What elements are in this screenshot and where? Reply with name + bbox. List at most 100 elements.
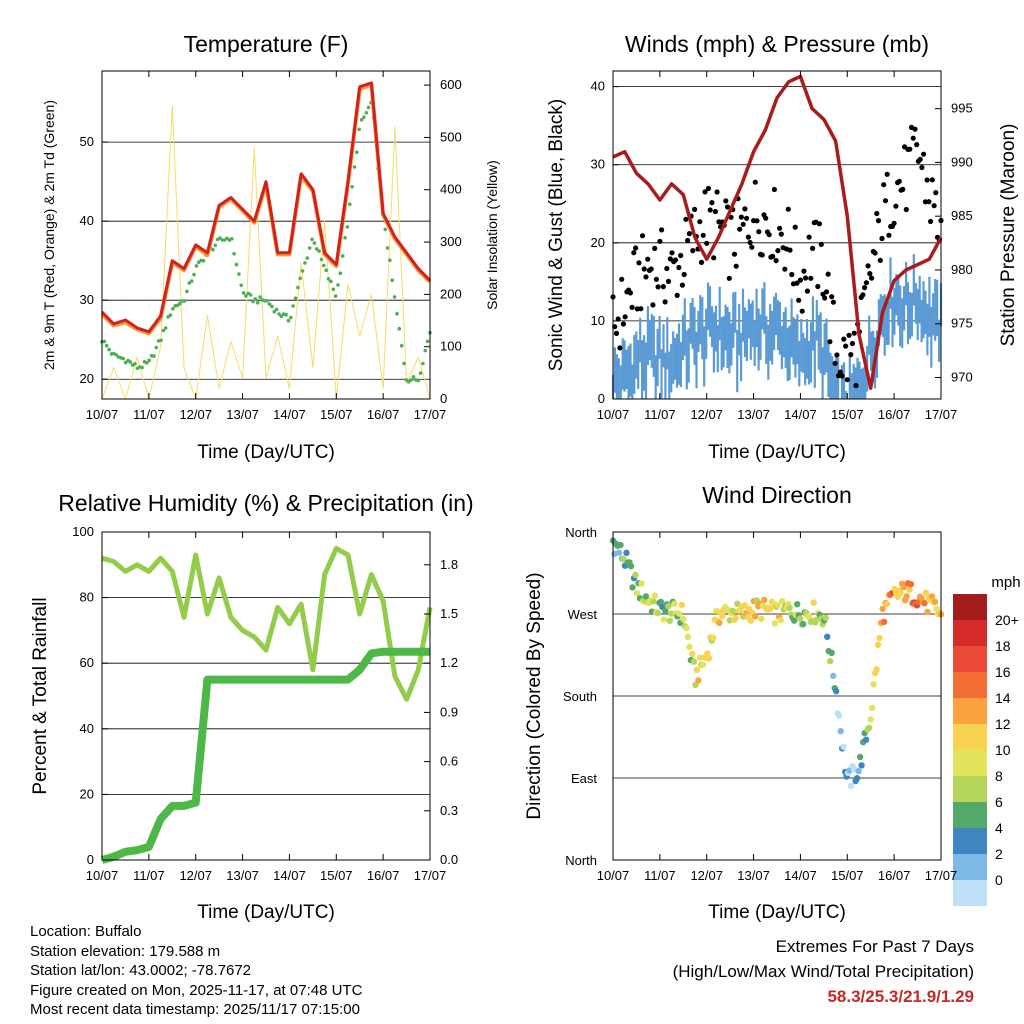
dewpoint-point	[265, 299, 270, 303]
direction-point	[651, 592, 659, 599]
x-tick-label: 12/07	[690, 407, 723, 422]
gust-point	[865, 263, 871, 269]
dewpoint-point	[201, 259, 206, 263]
direction-point	[828, 649, 835, 656]
direction-point	[830, 672, 837, 680]
direction-point	[633, 590, 641, 597]
x-tick-label: 15/07	[320, 407, 353, 422]
dewpoint-point	[255, 301, 260, 305]
gust-point	[752, 179, 758, 185]
dewpoint-point	[185, 289, 189, 294]
colorbar-label: 16	[995, 664, 1011, 680]
speed-colorbar: mph 20+ 18 16 14 12 10 8 6 4 2 0	[953, 574, 1021, 906]
gust-point	[669, 250, 675, 256]
gust-point	[704, 240, 710, 246]
humidity-ylabel: Percent & Total Rainfall	[30, 597, 51, 794]
dewpoint-point	[364, 111, 369, 115]
direction-title: Wind Direction	[702, 482, 852, 508]
gust-point	[877, 257, 883, 263]
y-tick-label: 30	[591, 157, 605, 172]
direction-point	[897, 589, 904, 597]
colorbar-label: 20+	[995, 612, 1019, 628]
temperature-xlabel: Time (Day/UTC)	[197, 442, 335, 463]
y-tick-label: 60	[80, 655, 94, 670]
dewpoint-point	[192, 272, 196, 277]
gust-point	[834, 352, 840, 358]
dewpoint-point	[322, 263, 326, 268]
gust-point	[886, 232, 892, 238]
dewpoint-point	[359, 118, 364, 122]
gust-point	[633, 245, 639, 251]
dewpoint-point	[234, 262, 239, 267]
colorbar-label: 12	[995, 716, 1011, 732]
temperature-title: Temperature (F)	[184, 31, 349, 57]
dewpoint-point	[128, 360, 133, 364]
direction-point	[786, 604, 793, 611]
gust-point	[766, 232, 772, 238]
y-tick-label: 50	[80, 134, 94, 149]
direction-point	[686, 643, 693, 651]
dewpoint-point	[390, 278, 395, 283]
x-tick-label: 11/07	[133, 868, 165, 883]
direction-point	[870, 681, 877, 688]
dewpoint-point	[154, 345, 159, 350]
y2-tick-label: 300	[440, 234, 462, 249]
gust-point	[698, 259, 705, 265]
station-info: Location: Buffalo Station elevation: 179…	[30, 922, 362, 1020]
gust-point	[803, 275, 809, 281]
dewpoint-point	[421, 361, 425, 366]
extremes-box: Extremes For Past 7 Days (High/Low/Max W…	[673, 934, 974, 1009]
gust-point	[875, 218, 882, 224]
gust-point	[657, 238, 663, 244]
direction-point	[690, 658, 698, 665]
dewpoint-point	[345, 225, 350, 229]
direction-tick-label: North	[565, 525, 597, 540]
gust-point	[822, 295, 828, 301]
gust-point	[773, 258, 779, 264]
dewpoint-point	[239, 283, 243, 288]
dewpoint-point	[248, 293, 253, 297]
winds-pressure-marks	[610, 74, 944, 400]
temperature-panel: Temperature (F) Time (Day/UTC) 2m & 9m T…	[41, 31, 500, 463]
direction-point	[761, 596, 768, 603]
dewpoint-point	[251, 299, 255, 304]
gust-point	[613, 330, 620, 336]
direction-point	[680, 615, 687, 623]
direction-point	[747, 617, 754, 624]
gust-point	[692, 206, 698, 212]
dewpoint-point	[397, 326, 402, 331]
dewpoint-point	[272, 309, 277, 314]
direction-point	[699, 661, 707, 668]
gust-point	[702, 189, 708, 195]
gust-point	[665, 278, 672, 284]
dewpoint-point	[161, 328, 166, 333]
dewpoint-point	[147, 358, 151, 363]
gust-point	[759, 252, 765, 258]
station-elevation: Station elevation: 179.588 m	[30, 942, 221, 960]
direction-point	[806, 613, 813, 620]
dewpoint-point	[182, 299, 187, 303]
gust-point	[707, 207, 713, 213]
direction-point	[922, 589, 930, 596]
dewpoint-point	[343, 235, 347, 240]
dewpoint-point	[326, 277, 331, 281]
precipitation-line	[100, 647, 430, 864]
dewpoint-point	[168, 313, 173, 317]
gust-point	[848, 352, 854, 358]
y2-tick-label: 1.8	[440, 557, 458, 572]
gust-point	[912, 126, 918, 132]
gust-point	[622, 314, 628, 320]
dewpoint-point	[107, 347, 111, 352]
direction-point	[654, 609, 662, 617]
gust-point	[806, 234, 812, 240]
gust-point	[683, 216, 689, 222]
gust-point	[676, 264, 682, 271]
gust-point	[815, 283, 821, 290]
colorbar-swatch	[953, 750, 987, 776]
direction-point	[777, 617, 784, 624]
temperature-frame	[101, 70, 431, 400]
direction-point	[867, 716, 874, 723]
direction-point	[880, 618, 888, 625]
dewpoint-point	[152, 354, 156, 358]
